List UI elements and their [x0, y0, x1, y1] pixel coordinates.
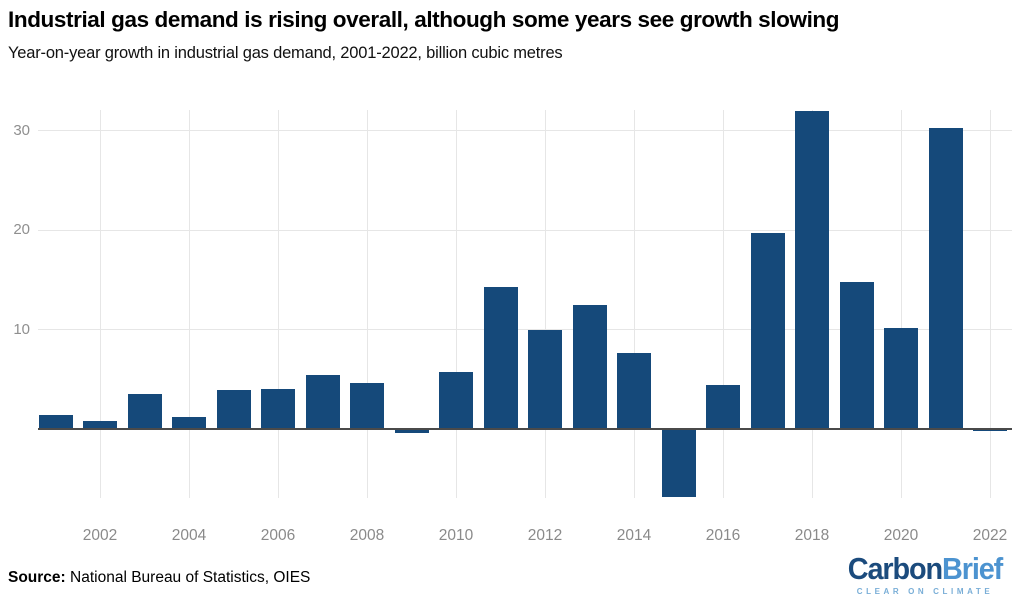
bar-2017[interactable]	[750, 233, 785, 430]
bar-2013[interactable]	[572, 305, 607, 430]
vertical-gridline-2014	[633, 110, 635, 498]
horizontal-gridline-30	[38, 130, 1012, 132]
zero-baseline	[38, 428, 1012, 431]
x-tick-label-2008: 2008	[349, 527, 385, 544]
logo-carbon-text: Carbon	[847, 551, 943, 586]
vertical-gridline-2016	[722, 110, 724, 498]
bar-2010[interactable]	[439, 371, 473, 430]
logo-brief-text: Brief	[942, 551, 1003, 586]
x-tick-label-2022: 2022	[972, 527, 1008, 544]
x-tick-label-2002: 2002	[82, 527, 118, 544]
vertical-gridline-2002	[99, 110, 101, 498]
bar-2003[interactable]	[127, 393, 162, 430]
x-tick-label-2006: 2006	[260, 527, 296, 544]
vertical-gridline-2012	[544, 110, 546, 498]
bar-2018[interactable]	[795, 111, 829, 430]
source-label: Source:	[8, 569, 66, 586]
x-tick-label-2020: 2020	[883, 527, 919, 544]
vertical-gridline-2008	[366, 110, 368, 498]
x-tick-label-2016: 2016	[705, 527, 741, 544]
bar-2011[interactable]	[483, 287, 518, 430]
x-tick-label-2004: 2004	[171, 527, 207, 544]
bar-2019[interactable]	[839, 282, 874, 430]
carbonbrief-logo: CarbonBrief CLEAR ON CLIMATE	[842, 551, 1008, 597]
x-tick-label-2012: 2012	[527, 527, 563, 544]
bar-2005[interactable]	[216, 389, 251, 430]
carbonbrief-wordmark: CarbonBrief	[847, 551, 1003, 586]
chart-subtitle: Year-on-year growth in industrial gas de…	[8, 44, 563, 62]
vertical-gridline-2004	[188, 110, 190, 498]
vertical-gridline-2020	[900, 110, 902, 498]
y-tick-label-10: 10	[13, 320, 30, 338]
bar-2004[interactable]	[172, 417, 206, 430]
source-text: National Bureau of Statistics, OIES	[65, 569, 311, 586]
bar-2001[interactable]	[38, 415, 73, 430]
horizontal-gridline-20	[38, 229, 1012, 231]
bar-2014[interactable]	[617, 352, 651, 430]
bar-2015[interactable]	[661, 429, 696, 498]
bar-2021[interactable]	[928, 127, 963, 430]
bar-2008[interactable]	[350, 382, 384, 430]
bar-2002[interactable]	[83, 421, 117, 430]
x-tick-label-2010: 2010	[438, 527, 474, 544]
y-tick-label-30: 30	[13, 121, 30, 139]
source-line: Source: National Bureau of Statistics, O…	[8, 569, 310, 587]
logo-tagline: CLEAR ON CLIMATE	[856, 587, 994, 597]
bar-2016[interactable]	[706, 384, 740, 430]
x-tick-label-2014: 2014	[616, 527, 652, 544]
bar-2009[interactable]	[394, 429, 429, 434]
bar-2012[interactable]	[528, 329, 562, 430]
horizontal-gridline-10	[38, 329, 1012, 331]
bar-2006[interactable]	[261, 388, 295, 430]
vertical-gridline-2022	[989, 110, 991, 498]
y-tick-label-20: 20	[13, 221, 30, 239]
vertical-gridline-2010	[455, 110, 457, 498]
vertical-gridline-2006	[277, 110, 279, 498]
bar-2020[interactable]	[884, 327, 918, 430]
bar-2007[interactable]	[305, 374, 340, 430]
chart-title: Industrial gas demand is rising overall,…	[8, 7, 840, 32]
x-tick-label-2018: 2018	[794, 527, 830, 544]
